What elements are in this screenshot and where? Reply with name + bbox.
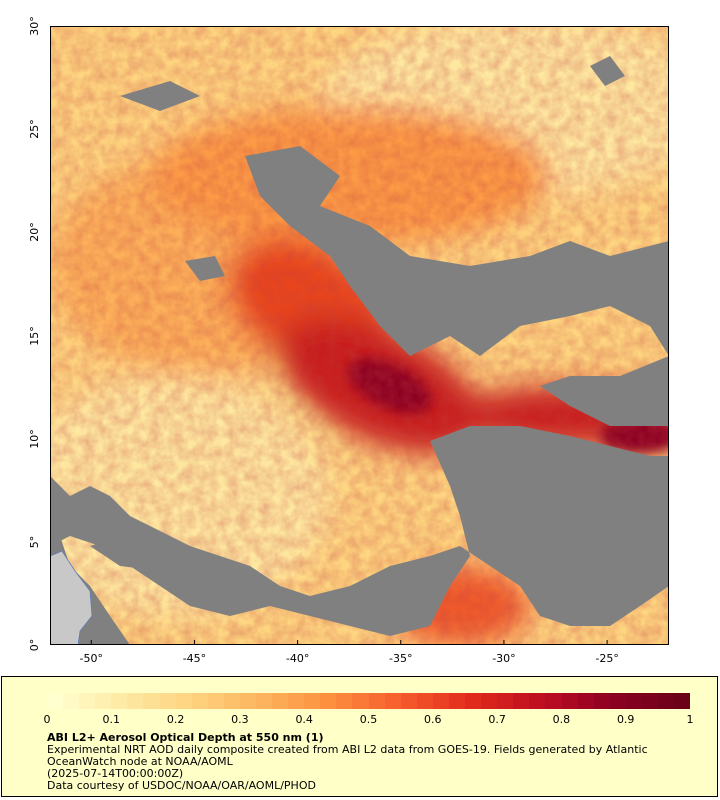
colorbar-segment <box>336 693 353 709</box>
colorbar-segment <box>545 693 562 709</box>
colorbar-segment <box>175 693 192 709</box>
colorbar-segment <box>95 693 112 709</box>
legend-credit: Data courtesy of USDOC/NOAA/OAR/AOML/PHO… <box>47 779 316 792</box>
colorbar-tick-label: 0.9 <box>616 713 635 726</box>
longitude-label: -25° <box>595 652 619 665</box>
colorbar-tick-label: 0.8 <box>552 713 571 726</box>
colorbar-segment <box>272 693 289 709</box>
colorbar-segment <box>79 693 96 709</box>
legend-panel: 0 0.1 0.2 0.3 0.4 0.5 0.6 0.7 0.8 0.9 1 ABI L2+ Ae… <box>1 676 718 797</box>
longitude-label: -40° <box>285 652 310 665</box>
colorbar-segment <box>256 693 273 709</box>
map-border <box>50 26 669 645</box>
colorbar-segment <box>159 693 176 709</box>
colorbar-segment <box>352 693 369 709</box>
longitude-label: -35° <box>389 652 413 665</box>
colorbar-tick-label: 0.5 <box>359 713 378 726</box>
colorbar-tick-label: 0.1 <box>102 713 121 726</box>
latitude-label: 25° <box>28 119 41 139</box>
colorbar-segment <box>368 693 385 709</box>
colorbar-segment <box>593 693 610 709</box>
colorbar-segment <box>191 693 208 709</box>
colorbar-segment <box>657 693 675 709</box>
colorbar-segment <box>400 693 417 709</box>
colorbar-segment <box>127 693 144 709</box>
legend-title: ABI L2+ Aerosol Optical Depth at 550 nm … <box>47 731 324 744</box>
longitude-label: -30° <box>492 652 516 665</box>
longitude-label: -50° <box>79 652 103 665</box>
colorbar-segment <box>223 693 240 709</box>
colorbar-segment <box>239 693 257 709</box>
colorbar-segment <box>529 693 546 709</box>
colorbar-segment <box>577 693 594 709</box>
legend-description: Experimental NRT AOD daily composite cre… <box>47 743 648 768</box>
colorbar-segment <box>641 693 658 709</box>
colorbar-segment <box>497 693 514 709</box>
colorbar-segment <box>448 693 466 709</box>
aod-map <box>50 26 669 645</box>
colorbar-tick-label: 0.3 <box>231 713 249 726</box>
colorbar-tick-label: 1 <box>686 713 694 726</box>
tick-marks <box>90 640 608 645</box>
colorbar-segment <box>625 693 642 709</box>
colorbar-segment <box>416 693 433 709</box>
colorbar-segment <box>304 693 321 709</box>
colorbar-segment <box>288 693 305 709</box>
latitude-label: 0° <box>28 638 41 652</box>
latitude-label: 10° <box>28 428 41 449</box>
legend-timestamp: (2025-07-14T00:00:00Z) <box>47 767 184 780</box>
colorbar-segment <box>320 693 337 709</box>
colorbar-tick-label: 0.4 <box>295 713 313 726</box>
colorbar-segment <box>384 693 401 709</box>
colorbar-segment <box>609 693 626 709</box>
colorbar-segment <box>561 693 578 709</box>
colorbar-segment <box>481 693 498 709</box>
latitude-label: 30° <box>28 16 41 36</box>
colorbar-tick-label: 0 <box>43 713 51 726</box>
colorbar-segment <box>47 693 64 709</box>
latitude-label: 5° <box>28 535 41 549</box>
colorbar-segment <box>143 693 160 709</box>
longitude-label: -45° <box>182 652 207 665</box>
colorbar-tick-label: 0.2 <box>166 713 185 726</box>
colorbar-segment <box>674 693 691 709</box>
colorbar-segment <box>111 693 128 709</box>
colorbar-segment <box>63 693 80 709</box>
colorbar-segment <box>432 693 449 709</box>
aod-map-canvas <box>50 26 669 645</box>
latitude-label: 20° <box>28 222 41 243</box>
colorbar-segment <box>465 693 482 709</box>
latitude-label: 15° <box>28 325 41 346</box>
colorbar-segment <box>513 693 530 709</box>
colorbar-tick-label: 0.7 <box>488 713 506 726</box>
colorbar-segment <box>207 693 224 709</box>
colorbar <box>47 693 691 709</box>
colorbar-tick-label: 0.6 <box>424 713 442 726</box>
land-area <box>50 550 93 645</box>
